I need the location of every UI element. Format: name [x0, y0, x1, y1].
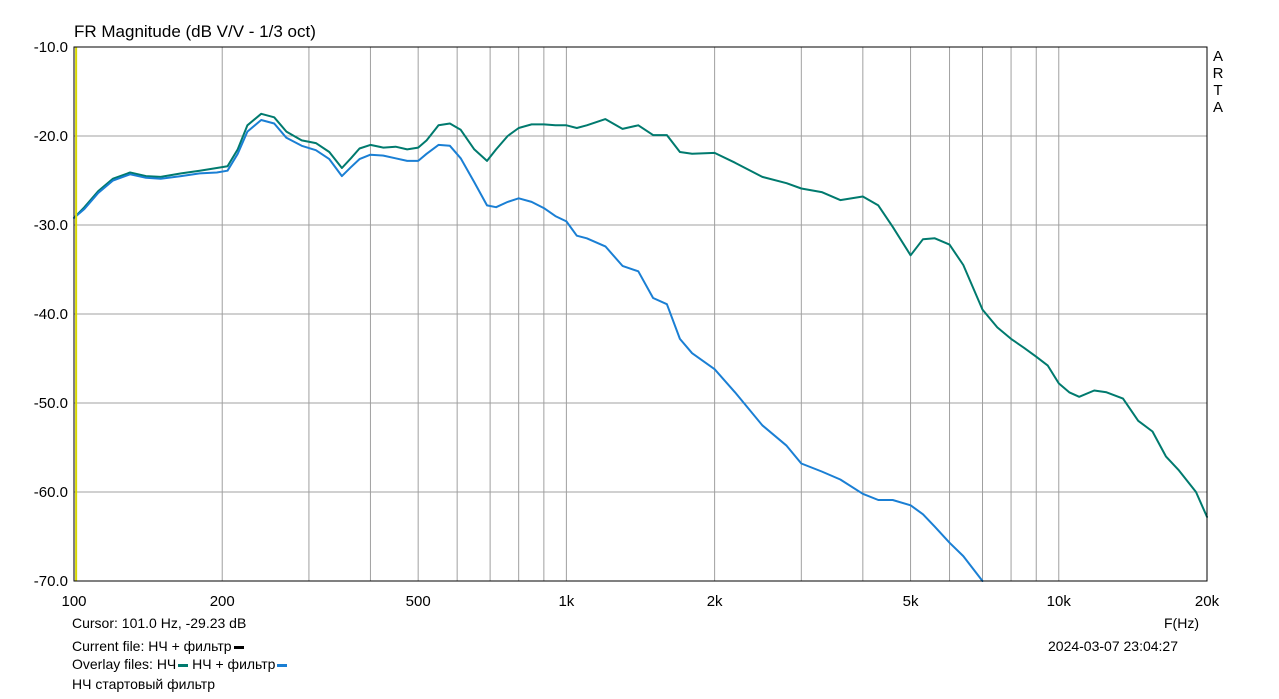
x-axis-ticks: 100 200 500 1k 2k 5k 10k 20k	[61, 593, 1219, 610]
x-tick-label: 500	[406, 593, 431, 610]
y-tick-label: -20.0	[34, 128, 68, 145]
y-tick-label: -60.0	[34, 484, 68, 501]
series-line-1	[73, 112, 1208, 518]
x-tick-label: 1k	[558, 593, 574, 610]
overlay-swatch-2	[277, 663, 288, 667]
chart-title: FR Magnitude (dB V/V - 1/3 oct)	[74, 22, 316, 41]
y-tick-label: -40.0	[34, 306, 68, 323]
y-tick-label: -70.0	[34, 573, 68, 590]
x-tick-label: 200	[210, 593, 235, 610]
cursor-readout: Cursor: 101.0 Hz, -29.23 dB	[72, 615, 247, 631]
x-tick-label: 10k	[1047, 593, 1072, 610]
timestamp: 2024-03-07 23:04:27	[1048, 638, 1178, 654]
overlay-item-3[interactable]: НЧ стартовый фильтр	[72, 676, 216, 692]
current-file-swatch	[233, 645, 244, 649]
overlay-item-1[interactable]: НЧ	[156, 656, 177, 672]
brand-logo: A R T A	[1212, 48, 1224, 116]
overlay-files: Overlay files: НЧ НЧ + фильтр	[72, 656, 288, 672]
x-tick-label: 20k	[1195, 593, 1220, 610]
plot-frame	[73, 46, 1208, 582]
series-lines	[73, 112, 1208, 582]
overlay-label: Overlay files:	[72, 656, 153, 672]
x-axis-label: F(Hz)	[1164, 615, 1199, 631]
overlay-item-2[interactable]: НЧ + фильтр	[192, 656, 276, 672]
brand-letter: A	[1212, 48, 1223, 65]
y-tick-label: -50.0	[34, 395, 68, 412]
current-file: Current file: НЧ + фильтр	[72, 638, 244, 654]
overlay-swatch-1	[178, 663, 189, 667]
brand-letter: T	[1213, 82, 1223, 99]
y-tick-label: -30.0	[34, 217, 68, 234]
x-tick-label: 100	[61, 593, 86, 610]
y-tick-label: -10.0	[34, 39, 68, 56]
x-tick-label: 5k	[903, 593, 919, 610]
brand-letter: R	[1212, 65, 1224, 82]
series-line-2	[73, 119, 984, 582]
current-file-label: Current file: НЧ + фильтр	[72, 638, 232, 654]
x-tick-label: 2k	[707, 593, 723, 610]
y-axis-ticks: -10.0 -20.0 -30.0 -40.0 -50.0 -60.0 -70.0	[34, 39, 68, 590]
brand-letter: A	[1212, 99, 1223, 116]
